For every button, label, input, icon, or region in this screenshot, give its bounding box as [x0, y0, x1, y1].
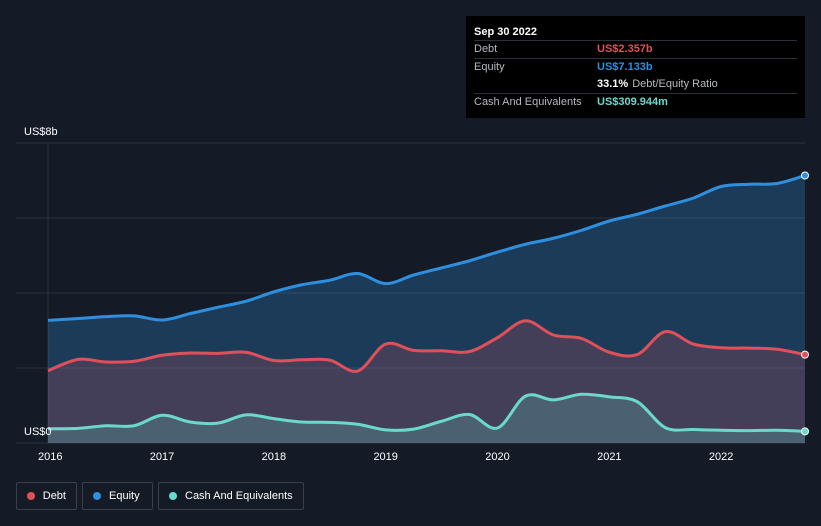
x-tick-label: 2020 [485, 451, 509, 463]
debt-line [47, 319, 806, 373]
x-tick-label: 2017 [150, 451, 174, 463]
tooltip-row-equity: Equity US$7.133b [474, 58, 797, 76]
series-lines [47, 174, 806, 433]
legend-debt-label: Debt [42, 490, 66, 502]
x-tick-label: 2019 [373, 451, 397, 463]
tooltip-row-cash: Cash And Equivalents US$309.944m [474, 93, 797, 111]
tooltip-row-ratio: 33.1% Debt/Equity Ratio [474, 76, 797, 93]
cash-dot-icon [169, 492, 177, 500]
equity-area [48, 175, 805, 443]
data-tooltip: Sep 30 2022 Debt US$2.357b Equity US$7.1… [466, 16, 805, 118]
y-axis-top-label: US$8b [24, 126, 58, 138]
tooltip-ratio-label: Debt/Equity Ratio [632, 78, 718, 90]
end-markers [801, 171, 809, 436]
x-tick-label: 2022 [709, 451, 733, 463]
tooltip-debt-label: Debt [474, 43, 498, 55]
x-tick-label: 2016 [38, 451, 62, 463]
y-axis-bottom-label: US$0 [24, 426, 52, 438]
tooltip-row-debt: Debt US$2.357b [474, 40, 797, 58]
legend-equity-label: Equity [109, 490, 140, 502]
tooltip-equity-label: Equity [474, 61, 505, 73]
debt-dot-icon [27, 492, 35, 500]
legend-cash-label: Cash And Equivalents [185, 490, 293, 502]
legend-item-cash[interactable]: Cash And Equivalents [158, 482, 304, 510]
equity-end-marker [801, 171, 809, 180]
tooltip-equity-value: US$7.133b [597, 61, 653, 73]
debt-area [48, 320, 805, 443]
series-areas [48, 175, 805, 443]
debt-end-marker [801, 350, 809, 359]
equity-line [47, 174, 806, 322]
x-tick-label: 2018 [262, 451, 286, 463]
tooltip-cash-value: US$309.944m [597, 96, 668, 108]
legend-item-debt[interactable]: Debt [16, 482, 77, 510]
equity-dot-icon [93, 492, 101, 500]
legend-item-equity[interactable]: Equity [82, 482, 153, 510]
tooltip-debt-value: US$2.357b [597, 43, 653, 55]
cash-and-equivalents-end-marker [801, 427, 809, 436]
tooltip-cash-label: Cash And Equivalents [474, 96, 582, 108]
tooltip-ratio-value: 33.1% [597, 78, 629, 90]
cash-and-equivalents-line [47, 392, 806, 433]
grid-lines [16, 142, 805, 444]
x-tick-label: 2021 [597, 451, 621, 463]
tooltip-date: Sep 30 2022 [474, 26, 537, 38]
x-axis: 2016 2017 2018 2019 2020 2021 2022 [38, 451, 733, 463]
cash-and-equivalents-area [48, 394, 805, 443]
